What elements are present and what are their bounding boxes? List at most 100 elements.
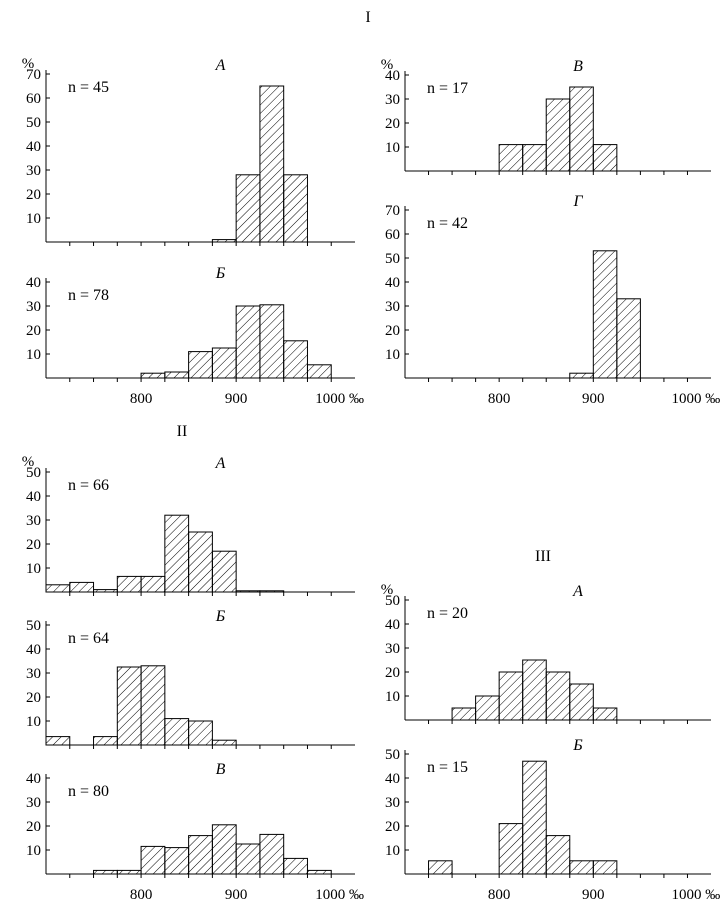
- histogram-bar: [306, 869, 332, 875]
- y-tick-label: 50: [26, 115, 41, 131]
- histogram-bar: [140, 372, 166, 379]
- histogram-bar: [569, 86, 594, 172]
- histogram-bar: [522, 760, 547, 875]
- y-tick-label: 60: [385, 227, 400, 243]
- y-tick-label: 20: [385, 116, 400, 132]
- x-tick-label: 1000 ‰: [671, 391, 720, 407]
- y-tick-label: 30: [385, 299, 400, 315]
- histogram-bar: [283, 857, 308, 875]
- panel-letter: В: [216, 761, 226, 778]
- histogram-bar: [164, 371, 190, 379]
- panel-letter: Б: [215, 608, 226, 625]
- histogram-bar: [69, 581, 95, 593]
- histogram-bar: [188, 720, 213, 746]
- y-tick-label: 40: [26, 139, 41, 155]
- x-tick-label: 800: [488, 391, 511, 407]
- histogram-bar: [545, 98, 571, 172]
- y-tick-label: 10: [385, 347, 400, 363]
- histogram-bar: [211, 739, 237, 746]
- sample-size-label: n = 20: [427, 605, 468, 622]
- panel-letter: А: [572, 583, 583, 600]
- histogram-bar: [164, 514, 190, 593]
- y-unit-label: %: [381, 57, 394, 73]
- histogram-bar: [235, 843, 261, 875]
- histogram-bar: [116, 666, 142, 746]
- histogram-bar: [164, 847, 190, 875]
- histogram-bar: [498, 671, 524, 721]
- histogram-bar: [428, 860, 453, 875]
- y-tick-label: 30: [26, 163, 41, 179]
- histogram-bar: [45, 736, 71, 746]
- histogram-bar: [592, 250, 618, 379]
- histogram-bar: [188, 351, 213, 379]
- y-tick-label: 40: [385, 771, 400, 787]
- y-tick-label: 10: [26, 561, 41, 577]
- y-tick-label: 30: [26, 666, 41, 682]
- y-tick-label: 30: [385, 641, 400, 657]
- histogram-bar: [259, 85, 285, 243]
- histogram-panel-7: 10 20 30 40 800 900 1000 ‰ Вn = 80: [26, 761, 364, 903]
- x-tick-label: 1000 ‰: [315, 391, 364, 407]
- histogram-bar: [140, 575, 166, 593]
- x-tick-label: 800: [130, 391, 153, 407]
- histogram-bar: [259, 833, 285, 875]
- sample-size-label: n = 80: [68, 783, 109, 800]
- y-tick-label: 20: [26, 690, 41, 706]
- histogram-bar: [475, 695, 500, 721]
- y-tick-label: 10: [26, 211, 41, 227]
- y-unit-label: %: [22, 454, 35, 470]
- x-tick-label: 1000 ‰: [671, 887, 720, 903]
- y-tick-label: 50: [26, 618, 41, 634]
- histogram-bar: [211, 550, 237, 593]
- y-tick-label: 30: [385, 92, 400, 108]
- histogram-bar: [522, 144, 547, 172]
- panel-letter: Г: [572, 193, 583, 210]
- panel-letter: Б: [215, 265, 226, 282]
- histogram-bar: [188, 835, 213, 875]
- y-tick-label: 20: [385, 819, 400, 835]
- panel-letter: А: [215, 455, 226, 472]
- histogram-bar: [592, 707, 618, 721]
- y-tick-label: 40: [26, 489, 41, 505]
- y-tick-label: 40: [385, 617, 400, 633]
- group-label-1: I: [365, 9, 370, 26]
- histogram-panel-9: 10 20 30 40 50 800 900 1000 ‰ Бn = 15: [385, 737, 720, 903]
- y-tick-label: 20: [385, 323, 400, 339]
- y-tick-label: 30: [26, 299, 41, 315]
- y-tick-label: 10: [26, 347, 41, 363]
- histogram-bar: [140, 845, 166, 875]
- histogram-bar: [569, 683, 594, 721]
- histogram-bar: [522, 659, 547, 721]
- y-tick-label: 60: [26, 91, 41, 107]
- histogram-bar: [592, 144, 618, 172]
- histogram-bar: [93, 589, 118, 593]
- y-unit-label: %: [22, 56, 35, 72]
- x-tick-label: 900: [225, 391, 248, 407]
- histogram-bar: [188, 531, 213, 593]
- histogram-bar: [116, 869, 142, 875]
- y-tick-label: 10: [385, 843, 400, 859]
- histogram-panel-6: 10 20 30 40 50 Бn = 64: [26, 608, 355, 749]
- y-tick-label: 10: [26, 714, 41, 730]
- histogram-bar: [235, 305, 261, 379]
- histogram-panel-3: 10 20 30 40% Вn = 17: [381, 57, 711, 175]
- histogram-bar: [616, 298, 641, 379]
- x-tick-label: 1000 ‰: [315, 887, 364, 903]
- y-tick-label: 30: [385, 795, 400, 811]
- y-tick-label: 20: [26, 323, 41, 339]
- histogram-bar: [235, 590, 261, 593]
- y-tick-label: 40: [26, 275, 41, 291]
- histogram-bar: [569, 372, 594, 379]
- histogram-panel-1: 10 20 30 40 50 60 70% Аn = 45: [22, 56, 355, 246]
- histogram-bar: [259, 590, 285, 593]
- histogram-panel-2: 10 20 30 40 800 900 1000 ‰ Бn = 78: [26, 265, 364, 407]
- x-tick-label: 800: [488, 887, 511, 903]
- panel-letter: В: [573, 58, 583, 75]
- panel-letter: Б: [572, 737, 583, 754]
- sample-size-label: n = 64: [68, 630, 109, 647]
- x-tick-label: 900: [582, 391, 605, 407]
- group-label-2: II: [177, 423, 188, 440]
- histogram-bar: [211, 824, 237, 875]
- histogram-bar: [140, 665, 166, 746]
